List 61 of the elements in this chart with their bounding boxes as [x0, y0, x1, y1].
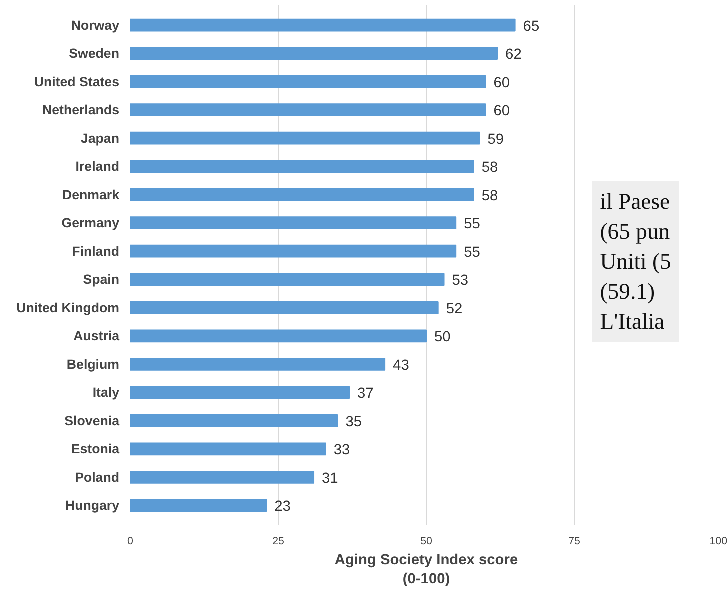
data-label: 55	[464, 244, 480, 261]
data-label: 35	[346, 414, 362, 430]
bar	[130, 330, 427, 343]
x-tick-label: 50	[420, 536, 432, 548]
y-tick-label: United Kingdom	[16, 300, 120, 316]
data-label: 62	[506, 47, 522, 64]
bar	[130, 301, 439, 314]
data-label: 43	[393, 358, 410, 374]
y-tick-label: United States	[34, 74, 120, 90]
y-tick-label: Japan	[80, 130, 120, 146]
x-tick-label: 25	[272, 536, 284, 548]
bar	[130, 75, 486, 88]
x-axis-title: Aging Society Index score (0-100)	[334, 552, 518, 588]
y-tick-label: Belgium	[66, 356, 120, 372]
bar	[130, 386, 350, 400]
y-tick-label: Poland	[75, 470, 120, 485]
y-tick-label: Slovenia	[64, 413, 120, 428]
data-label: 65	[523, 18, 540, 35]
y-tick-label: Sweden	[69, 46, 120, 62]
data-label: 50	[434, 330, 451, 346]
y-tick-label: Estonia	[71, 442, 120, 457]
data-label: 31	[322, 470, 338, 487]
y-tick-label: Netherlands	[42, 102, 120, 118]
y-tick-label: Hungary	[65, 498, 120, 514]
bar	[130, 132, 480, 145]
y-tick-label: Denmark	[62, 187, 120, 202]
y-tick-label: Austria	[74, 328, 120, 344]
bar	[130, 47, 498, 60]
bar	[130, 442, 326, 456]
bar	[130, 188, 474, 202]
data-label: 59	[488, 132, 504, 148]
x-tick-label: 100	[710, 536, 727, 548]
data-label: 23	[274, 499, 291, 516]
data-label: 60	[494, 75, 510, 92]
bar	[130, 471, 315, 484]
data-label: 55	[464, 216, 480, 233]
bar	[130, 499, 268, 512]
data-label: 53	[452, 273, 469, 290]
bar	[130, 18, 516, 32]
data-label: 52	[446, 301, 463, 318]
y-tick-label: Norway	[71, 18, 120, 33]
data-label: 33	[334, 442, 350, 459]
y-tick-label: Germany	[62, 216, 120, 231]
y-tick-label: Spain	[83, 272, 120, 288]
data-label: 58	[482, 160, 498, 176]
annotation: il Paese (65 pun Uniti (5 (59.1) L'Italia	[600, 189, 672, 334]
x-tick-label: 75	[568, 536, 580, 548]
bar	[130, 273, 445, 286]
bar	[130, 216, 457, 230]
data-label: 58	[482, 188, 498, 204]
bar	[130, 160, 474, 174]
y-tick-label: Italy	[92, 385, 120, 400]
bar	[130, 414, 338, 428]
bar	[130, 244, 457, 258]
bar	[130, 104, 486, 116]
y-tick-label: Ireland	[76, 159, 120, 174]
y-tick-label: Finland	[72, 244, 120, 259]
bar	[130, 358, 386, 371]
x-tick-label: 0	[128, 536, 134, 548]
data-label: 60	[494, 104, 510, 120]
data-label: 37	[358, 386, 374, 402]
